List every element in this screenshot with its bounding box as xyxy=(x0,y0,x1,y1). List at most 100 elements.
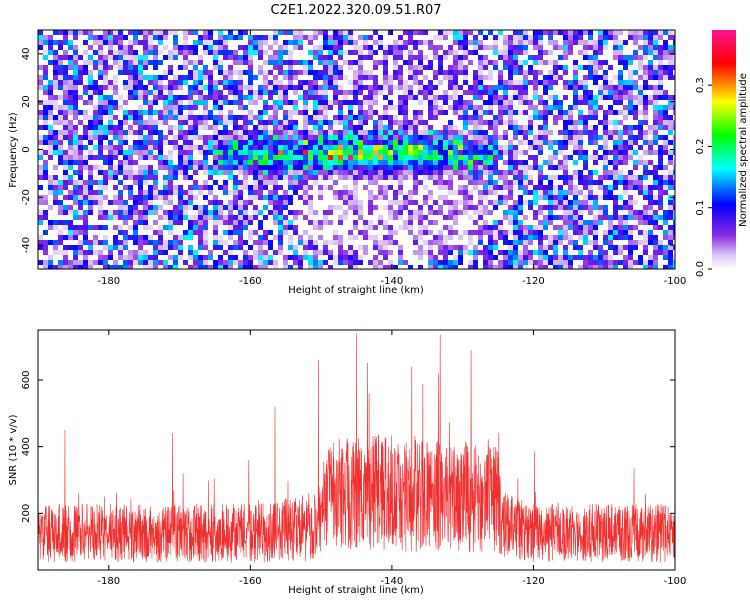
heatmap-cell xyxy=(568,50,573,55)
heatmap-cell xyxy=(268,160,273,165)
heatmap-cell xyxy=(668,65,673,70)
heatmap-cell xyxy=(248,155,253,160)
heatmap-cell xyxy=(633,160,638,165)
heatmap-cell xyxy=(363,245,368,250)
heatmap-cell xyxy=(113,240,118,245)
heatmap-cell xyxy=(93,135,98,140)
heatmap-cell xyxy=(623,205,628,210)
heatmap-cell xyxy=(113,35,118,40)
heatmap-cell xyxy=(478,90,483,95)
heatmap-cell xyxy=(88,70,93,75)
heatmap-cell xyxy=(443,130,448,135)
heatmap-cell xyxy=(493,100,498,105)
heatmap-cell xyxy=(313,30,318,35)
heatmap-cell xyxy=(58,115,63,120)
heatmap-cell xyxy=(48,185,53,190)
heatmap-cell xyxy=(43,245,48,250)
heatmap-cell xyxy=(468,165,473,170)
heatmap-cell xyxy=(623,185,628,190)
heatmap-cell xyxy=(163,135,168,140)
heatmap-cell xyxy=(113,75,118,80)
heatmap-cell xyxy=(408,35,413,40)
heatmap-cell xyxy=(493,190,498,195)
heatmap-cell xyxy=(38,65,43,70)
heatmap-cell xyxy=(213,165,218,170)
heatmap-cell xyxy=(73,80,78,85)
heatmap-cell xyxy=(583,95,588,100)
heatmap-cell xyxy=(313,50,318,55)
heatmap-cell xyxy=(98,65,103,70)
heatmap-cell xyxy=(503,260,508,265)
heatmap-cell xyxy=(313,90,318,95)
heatmap-cell xyxy=(423,75,428,80)
heatmap-cell xyxy=(128,85,133,90)
heatmap-cell xyxy=(393,55,398,60)
heatmap-cell xyxy=(178,95,183,100)
heatmap-cell xyxy=(563,215,568,220)
heatmap-cell xyxy=(248,80,253,85)
heatmap-cell xyxy=(283,45,288,50)
heatmap-cell xyxy=(263,175,268,180)
heatmap-cell xyxy=(128,75,133,80)
heatmap-cell xyxy=(233,50,238,55)
heatmap-cell xyxy=(403,95,408,100)
heatmap-cell xyxy=(548,35,553,40)
heatmap-cell xyxy=(518,40,523,45)
heatmap-cell xyxy=(173,125,178,130)
heatmap-cell xyxy=(128,45,133,50)
heatmap-cell xyxy=(138,235,143,240)
heatmap-cell xyxy=(603,175,608,180)
heatmap-cell xyxy=(203,75,208,80)
heatmap-cell xyxy=(623,180,628,185)
heatmap-cell xyxy=(493,170,498,175)
heatmap-cell xyxy=(203,185,208,190)
heatmap-cell xyxy=(53,200,58,205)
heatmap-cell xyxy=(608,230,613,235)
heatmap-cell xyxy=(563,50,568,55)
heatmap-cell xyxy=(618,145,623,150)
heatmap-cell xyxy=(363,45,368,50)
heatmap-cell xyxy=(478,125,483,130)
heatmap-cell xyxy=(628,140,633,145)
heatmap-cell xyxy=(488,250,493,255)
heatmap-cell xyxy=(148,45,153,50)
heatmap-cell xyxy=(658,160,663,165)
heatmap-cell xyxy=(438,180,443,185)
heatmap-cell xyxy=(158,165,163,170)
heatmap-cell xyxy=(88,240,93,245)
heatmap-cell xyxy=(123,115,128,120)
heatmap-cell xyxy=(488,155,493,160)
heatmap-cell xyxy=(508,190,513,195)
heatmap-cell xyxy=(358,135,363,140)
heatmap-cell xyxy=(93,155,98,160)
heatmap-cell xyxy=(98,70,103,75)
heatmap-cell xyxy=(323,220,328,225)
heatmap-cell xyxy=(393,140,398,145)
snr-x-ticks: -180 -160 -140 -120 -100 xyxy=(97,330,686,587)
heatmap-cell xyxy=(48,125,53,130)
heatmap-cell xyxy=(608,85,613,90)
heatmap-cell xyxy=(278,170,283,175)
heatmap-cell xyxy=(653,120,658,125)
heatmap-cell xyxy=(173,220,178,225)
heatmap-cell xyxy=(543,215,548,220)
heatmap-cell xyxy=(193,100,198,105)
heatmap-cell xyxy=(373,160,378,165)
heatmap-cell xyxy=(53,50,58,55)
heatmap-cell xyxy=(523,255,528,260)
heatmap-cell xyxy=(308,35,313,40)
heatmap-cell xyxy=(398,75,403,80)
heatmap-cell xyxy=(603,165,608,170)
heatmap-cell xyxy=(633,55,638,60)
heatmap-cell xyxy=(53,85,58,90)
heatmap-cell xyxy=(643,135,648,140)
heatmap-cell xyxy=(408,220,413,225)
heatmap-cell xyxy=(73,215,78,220)
heatmap-cell xyxy=(658,105,663,110)
heatmap-cell xyxy=(233,125,238,130)
heatmap-cell xyxy=(503,40,508,45)
heatmap-cell xyxy=(373,180,378,185)
heatmap-cell xyxy=(598,30,603,35)
heatmap-cell xyxy=(293,250,298,255)
heatmap-cell xyxy=(358,170,363,175)
